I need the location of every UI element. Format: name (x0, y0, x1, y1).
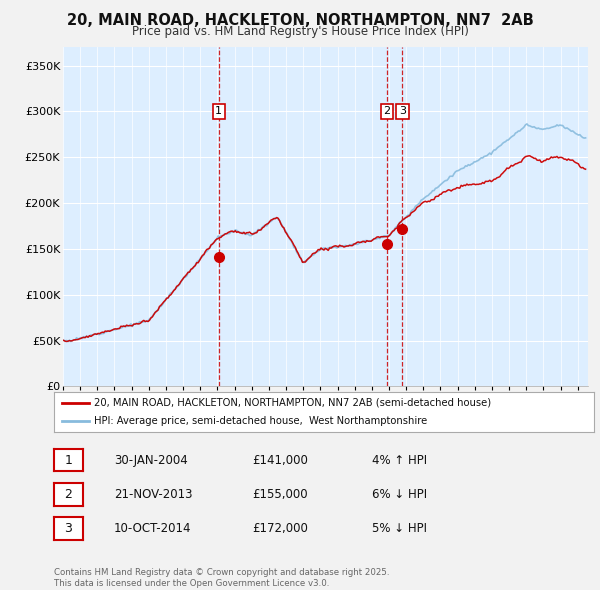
Text: 1: 1 (64, 454, 73, 467)
Text: £155,000: £155,000 (252, 488, 308, 501)
Text: 5% ↓ HPI: 5% ↓ HPI (372, 522, 427, 535)
Text: £141,000: £141,000 (252, 454, 308, 467)
Text: 21-NOV-2013: 21-NOV-2013 (114, 488, 193, 501)
Text: 20, MAIN ROAD, HACKLETON, NORTHAMPTON, NN7  2AB: 20, MAIN ROAD, HACKLETON, NORTHAMPTON, N… (67, 13, 533, 28)
Text: 1: 1 (215, 106, 222, 116)
Text: 3: 3 (64, 522, 73, 535)
Text: 10-OCT-2014: 10-OCT-2014 (114, 522, 191, 535)
Text: 2: 2 (383, 106, 391, 116)
Text: Contains HM Land Registry data © Crown copyright and database right 2025.
This d: Contains HM Land Registry data © Crown c… (54, 568, 389, 588)
Text: 30-JAN-2004: 30-JAN-2004 (114, 454, 188, 467)
Text: 6% ↓ HPI: 6% ↓ HPI (372, 488, 427, 501)
Text: 3: 3 (399, 106, 406, 116)
Text: 4% ↑ HPI: 4% ↑ HPI (372, 454, 427, 467)
Text: 2: 2 (64, 488, 73, 501)
Text: £172,000: £172,000 (252, 522, 308, 535)
Text: Price paid vs. HM Land Registry's House Price Index (HPI): Price paid vs. HM Land Registry's House … (131, 25, 469, 38)
Text: 20, MAIN ROAD, HACKLETON, NORTHAMPTON, NN7 2AB (semi-detached house): 20, MAIN ROAD, HACKLETON, NORTHAMPTON, N… (95, 398, 491, 408)
Text: HPI: Average price, semi-detached house,  West Northamptonshire: HPI: Average price, semi-detached house,… (95, 416, 428, 426)
